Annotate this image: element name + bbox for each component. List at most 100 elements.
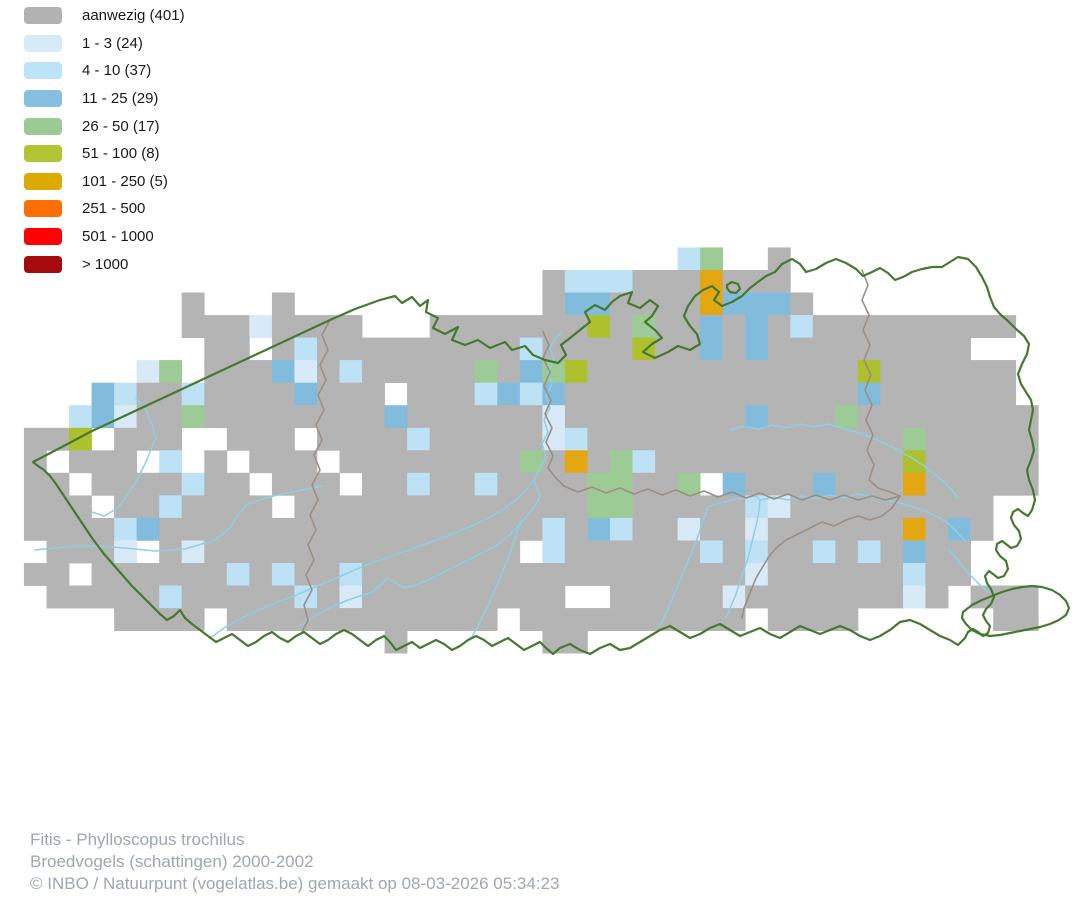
grid-cell bbox=[903, 472, 926, 496]
grid-cell bbox=[655, 517, 678, 541]
grid-cell bbox=[677, 585, 701, 609]
grid-cell bbox=[407, 360, 430, 383]
grid-cell bbox=[317, 495, 340, 519]
grid-cell bbox=[474, 427, 498, 451]
grid-cell bbox=[294, 382, 318, 406]
grid-cell bbox=[948, 405, 971, 429]
grid-cell bbox=[677, 450, 701, 474]
grid-cell bbox=[429, 472, 453, 496]
grid-cell bbox=[993, 585, 1017, 609]
grid-cell bbox=[362, 495, 385, 519]
grid-cell bbox=[519, 563, 543, 586]
grid-cell bbox=[925, 540, 949, 564]
grid-cell bbox=[745, 405, 769, 429]
grid-cell bbox=[1015, 405, 1039, 429]
river-line bbox=[659, 506, 709, 627]
grid-cell bbox=[632, 495, 656, 519]
river-line bbox=[34, 485, 323, 552]
grid-cell bbox=[790, 427, 814, 451]
grid-cell bbox=[181, 315, 205, 338]
grid-cell bbox=[114, 517, 137, 541]
grid-cell bbox=[722, 405, 746, 429]
river-line bbox=[91, 397, 157, 517]
grid-cell bbox=[700, 315, 723, 338]
grid-cell bbox=[632, 472, 656, 496]
grid-cell bbox=[812, 360, 836, 383]
grid-cell bbox=[429, 360, 453, 383]
grid-cell bbox=[632, 450, 656, 474]
grid-cell bbox=[1015, 585, 1039, 609]
legend-label: 11 - 25 (29) bbox=[82, 90, 159, 108]
legend-swatch bbox=[24, 200, 62, 218]
grid-cell bbox=[362, 382, 385, 406]
grid-cell bbox=[903, 360, 926, 383]
region-border-line bbox=[960, 584, 1071, 638]
grid-cell bbox=[271, 472, 295, 496]
grid-cell bbox=[790, 563, 814, 586]
grid-cell bbox=[362, 405, 385, 429]
grid-cell bbox=[767, 495, 791, 519]
grid-cell bbox=[700, 247, 723, 271]
grid-cell bbox=[23, 495, 47, 519]
grid-cell bbox=[226, 472, 250, 496]
river-line bbox=[469, 520, 522, 641]
grid-cell bbox=[204, 563, 228, 586]
grid-cell bbox=[903, 405, 926, 429]
grid-cell bbox=[903, 450, 926, 474]
grid-cell bbox=[993, 360, 1017, 383]
grid-cell bbox=[159, 405, 183, 429]
grid-cell bbox=[610, 608, 633, 631]
grid-cell bbox=[474, 540, 498, 564]
grid-cell bbox=[519, 517, 543, 541]
grid-cell bbox=[271, 315, 295, 338]
grid-cell bbox=[857, 450, 881, 474]
grid-cell bbox=[767, 315, 791, 338]
grid-cell bbox=[204, 360, 228, 383]
grid-cell bbox=[903, 427, 926, 451]
grid-cell bbox=[655, 382, 678, 406]
grid-cell bbox=[181, 495, 205, 519]
grid-cell bbox=[948, 450, 971, 474]
grid-cell bbox=[1015, 608, 1039, 631]
grid-cell bbox=[542, 630, 566, 654]
grid-cell bbox=[519, 608, 543, 631]
grid-cell bbox=[519, 382, 543, 406]
grid-cell bbox=[835, 495, 859, 519]
grid-cell bbox=[970, 360, 994, 383]
grid-cell bbox=[294, 450, 318, 474]
grid-cell bbox=[767, 360, 791, 383]
legend-label: 1 - 3 (24) bbox=[82, 34, 143, 52]
grid-cell bbox=[317, 472, 340, 496]
grid-cell bbox=[812, 427, 836, 451]
legend-swatch bbox=[24, 62, 62, 80]
grid-cell bbox=[677, 427, 701, 451]
grid-cell bbox=[610, 405, 633, 429]
grid-cell bbox=[677, 563, 701, 586]
grid-cell bbox=[767, 608, 791, 631]
grid-cell bbox=[610, 450, 633, 474]
grid-cell bbox=[993, 427, 1017, 451]
grid-cell bbox=[317, 585, 340, 609]
grid-cell bbox=[835, 427, 859, 451]
grid-cell bbox=[429, 563, 453, 586]
grid-cell bbox=[835, 540, 859, 564]
grid-cell bbox=[564, 382, 588, 406]
grid-cell bbox=[429, 608, 453, 631]
grid-cell bbox=[136, 495, 160, 519]
grid-cell bbox=[812, 405, 836, 429]
grid-cell bbox=[880, 315, 904, 338]
grid-cell bbox=[384, 585, 408, 609]
legend-swatch bbox=[24, 145, 62, 163]
grid-cell bbox=[880, 540, 904, 564]
grid-cell bbox=[948, 540, 971, 564]
grid-cell bbox=[271, 450, 295, 474]
grid-cell bbox=[812, 540, 836, 564]
grid-cell bbox=[925, 450, 949, 474]
caption-species: Fitis - Phylloscopus trochilus bbox=[30, 830, 245, 849]
grid-cell bbox=[474, 563, 498, 586]
grid-cell bbox=[407, 585, 430, 609]
legend-label: 26 - 50 (17) bbox=[82, 117, 160, 135]
grid-cell bbox=[655, 292, 678, 316]
grid-cell bbox=[452, 495, 476, 519]
